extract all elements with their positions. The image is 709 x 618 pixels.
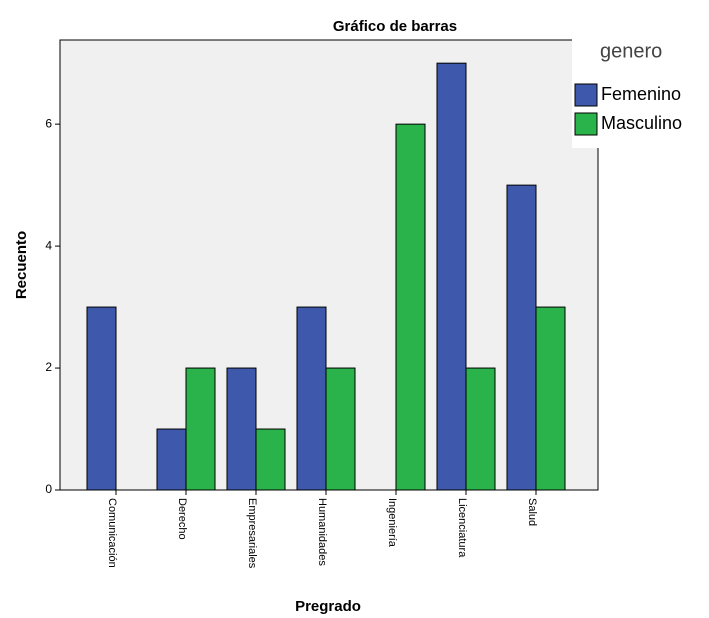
y-axis-label: Recuento xyxy=(13,231,30,299)
y-tick-label: 6 xyxy=(45,116,52,130)
x-tick-label: Salud xyxy=(526,498,538,526)
y-tick-label: 2 xyxy=(45,360,52,374)
bar xyxy=(465,367,496,491)
legend-swatch xyxy=(574,112,598,136)
x-axis-label: Pregrado xyxy=(295,598,361,615)
bar xyxy=(86,306,117,491)
legend-label: Masculino xyxy=(601,113,682,133)
x-tick-label: Derecho xyxy=(176,498,188,540)
x-tick-label: Ingeniería xyxy=(386,498,398,548)
bar xyxy=(506,184,537,491)
x-tick-label: Empresariales xyxy=(246,498,258,569)
chart-title: Gráfico de barras xyxy=(333,18,457,35)
legend-title: genero xyxy=(600,40,662,62)
bar xyxy=(325,367,356,491)
bar xyxy=(395,123,426,491)
x-tick-label: Comunicación xyxy=(106,498,118,568)
legend-label: Femenino xyxy=(601,84,681,104)
bar xyxy=(185,367,216,491)
bar xyxy=(156,428,187,491)
bar xyxy=(535,306,566,491)
bar xyxy=(255,428,286,491)
legend-swatch xyxy=(574,83,598,107)
y-tick-label: 0 xyxy=(45,482,52,496)
bar xyxy=(296,306,327,491)
x-tick-label: Licenciatura xyxy=(456,498,468,558)
x-tick-label: Humanidades xyxy=(316,498,328,566)
y-tick-label: 4 xyxy=(45,238,52,252)
bar xyxy=(226,367,257,491)
bar xyxy=(436,62,467,491)
